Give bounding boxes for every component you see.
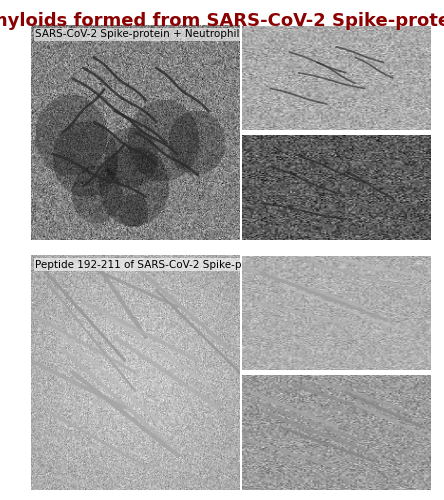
Text: Peptide 192-211 of SARS-CoV-2 Spike-protein 37 °C 24 h: Peptide 192-211 of SARS-CoV-2 Spike-prot… [35, 260, 331, 270]
Text: Amyloids formed from SARS-CoV-2 Spike-protein: Amyloids formed from SARS-CoV-2 Spike-pr… [0, 12, 444, 30]
Text: SARS-CoV-2 Spike-protein + Neutrophil elastase 37 °C 24 h: SARS-CoV-2 Spike-protein + Neutrophil el… [35, 30, 345, 40]
